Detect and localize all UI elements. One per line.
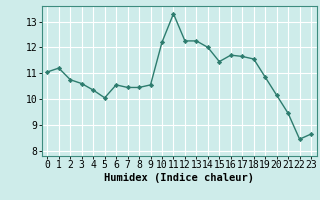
- X-axis label: Humidex (Indice chaleur): Humidex (Indice chaleur): [104, 173, 254, 183]
